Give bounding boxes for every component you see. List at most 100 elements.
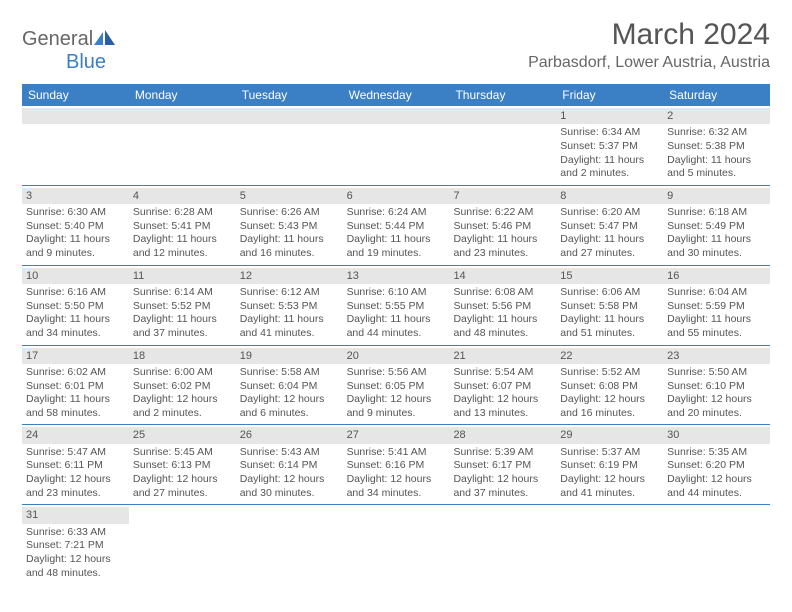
day-number: 12	[236, 268, 343, 284]
day-number: 31	[22, 507, 129, 523]
sunset-text: Sunset: 6:01 PM	[26, 380, 125, 394]
daylight-text: Daylight: 12 hours and 48 minutes.	[26, 553, 125, 580]
daylight-text: Daylight: 12 hours and 9 minutes.	[347, 393, 446, 420]
day-number: 29	[556, 427, 663, 443]
week-row: 17Sunrise: 6:02 AMSunset: 6:01 PMDayligh…	[22, 346, 770, 426]
daylight-text: Daylight: 12 hours and 13 minutes.	[453, 393, 552, 420]
calendar-cell: 19Sunrise: 5:58 AMSunset: 6:04 PMDayligh…	[236, 346, 343, 425]
day-number: 11	[129, 268, 236, 284]
sunset-text: Sunset: 6:20 PM	[667, 459, 766, 473]
daylight-text: Daylight: 11 hours and 23 minutes.	[453, 233, 552, 260]
sunset-text: Sunset: 5:37 PM	[560, 140, 659, 154]
calendar-cell-empty	[236, 505, 343, 584]
day-number: 5	[236, 188, 343, 204]
daylight-text: Daylight: 11 hours and 58 minutes.	[26, 393, 125, 420]
calendar-cell: 20Sunrise: 5:56 AMSunset: 6:05 PMDayligh…	[343, 346, 450, 425]
day-header-sunday: Sunday	[22, 84, 129, 106]
sunrise-text: Sunrise: 6:32 AM	[667, 126, 766, 140]
calendar-cell-empty	[343, 505, 450, 584]
sunset-text: Sunset: 5:52 PM	[133, 300, 232, 314]
sunrise-text: Sunrise: 6:08 AM	[453, 286, 552, 300]
day-number: 3	[22, 188, 129, 204]
calendar-cell: 15Sunrise: 6:06 AMSunset: 5:58 PMDayligh…	[556, 266, 663, 345]
day-number: 4	[129, 188, 236, 204]
day-header-monday: Monday	[129, 84, 236, 106]
calendar-cell: 10Sunrise: 6:16 AMSunset: 5:50 PMDayligh…	[22, 266, 129, 345]
sunset-text: Sunset: 6:05 PM	[347, 380, 446, 394]
sunset-text: Sunset: 5:56 PM	[453, 300, 552, 314]
day-number: 6	[343, 188, 450, 204]
sunset-text: Sunset: 6:17 PM	[453, 459, 552, 473]
day-number: 8	[556, 188, 663, 204]
calendar-cell: 22Sunrise: 5:52 AMSunset: 6:08 PMDayligh…	[556, 346, 663, 425]
day-number: 14	[449, 268, 556, 284]
calendar-cell-empty	[129, 505, 236, 584]
day-number: 9	[663, 188, 770, 204]
day-number: 26	[236, 427, 343, 443]
sunrise-text: Sunrise: 6:18 AM	[667, 206, 766, 220]
week-row: 24Sunrise: 5:47 AMSunset: 6:11 PMDayligh…	[22, 425, 770, 505]
day-number: 30	[663, 427, 770, 443]
sunrise-text: Sunrise: 6:24 AM	[347, 206, 446, 220]
sunrise-text: Sunrise: 6:00 AM	[133, 366, 232, 380]
calendar-cell: 18Sunrise: 6:00 AMSunset: 6:02 PMDayligh…	[129, 346, 236, 425]
sunset-text: Sunset: 5:41 PM	[133, 220, 232, 234]
sunrise-text: Sunrise: 5:54 AM	[453, 366, 552, 380]
sunset-text: Sunset: 6:07 PM	[453, 380, 552, 394]
sunrise-text: Sunrise: 6:33 AM	[26, 526, 125, 540]
calendar-cell: 2Sunrise: 6:32 AMSunset: 5:38 PMDaylight…	[663, 106, 770, 185]
sunset-text: Sunset: 6:14 PM	[240, 459, 339, 473]
calendar-cell: 23Sunrise: 5:50 AMSunset: 6:10 PMDayligh…	[663, 346, 770, 425]
calendar-cell: 16Sunrise: 6:04 AMSunset: 5:59 PMDayligh…	[663, 266, 770, 345]
day-number: 22	[556, 348, 663, 364]
sunset-text: Sunset: 6:19 PM	[560, 459, 659, 473]
month-title: March 2024	[528, 18, 770, 52]
calendar-cell-empty	[22, 106, 129, 185]
sunset-text: Sunset: 5:46 PM	[453, 220, 552, 234]
calendar-cell: 24Sunrise: 5:47 AMSunset: 6:11 PMDayligh…	[22, 425, 129, 504]
daylight-text: Daylight: 11 hours and 41 minutes.	[240, 313, 339, 340]
sunrise-text: Sunrise: 6:06 AM	[560, 286, 659, 300]
sunset-text: Sunset: 6:08 PM	[560, 380, 659, 394]
sunrise-text: Sunrise: 5:47 AM	[26, 446, 125, 460]
daylight-text: Daylight: 11 hours and 30 minutes.	[667, 233, 766, 260]
week-row: 10Sunrise: 6:16 AMSunset: 5:50 PMDayligh…	[22, 266, 770, 346]
day-number	[556, 507, 663, 523]
daylight-text: Daylight: 12 hours and 44 minutes.	[667, 473, 766, 500]
calendar-cell-empty	[663, 505, 770, 584]
sunset-text: Sunset: 5:55 PM	[347, 300, 446, 314]
sunset-text: Sunset: 5:59 PM	[667, 300, 766, 314]
day-number: 13	[343, 268, 450, 284]
daylight-text: Daylight: 12 hours and 30 minutes.	[240, 473, 339, 500]
sunset-text: Sunset: 5:43 PM	[240, 220, 339, 234]
sunrise-text: Sunrise: 6:26 AM	[240, 206, 339, 220]
sunrise-text: Sunrise: 6:34 AM	[560, 126, 659, 140]
daylight-text: Daylight: 11 hours and 2 minutes.	[560, 154, 659, 181]
day-number	[22, 108, 129, 124]
daylight-text: Daylight: 12 hours and 23 minutes.	[26, 473, 125, 500]
daylight-text: Daylight: 12 hours and 20 minutes.	[667, 393, 766, 420]
calendar-cell: 31 Sunrise: 6:33 AMSunset: 7:21 PMDayligh…	[22, 505, 129, 584]
calendar-cell: 8Sunrise: 6:20 AMSunset: 5:47 PMDaylight…	[556, 186, 663, 265]
calendar-cell: 26Sunrise: 5:43 AMSunset: 6:14 PMDayligh…	[236, 425, 343, 504]
sunset-text: Sunset: 7:21 PM	[26, 539, 125, 553]
daylight-text: Daylight: 11 hours and 55 minutes.	[667, 313, 766, 340]
sunrise-text: Sunrise: 6:14 AM	[133, 286, 232, 300]
sunset-text: Sunset: 6:13 PM	[133, 459, 232, 473]
logo-text: GeneralBlue	[22, 28, 115, 74]
daylight-text: Daylight: 11 hours and 5 minutes.	[667, 154, 766, 181]
calendar-cell: 3Sunrise: 6:30 AMSunset: 5:40 PMDaylight…	[22, 186, 129, 265]
day-number: 16	[663, 268, 770, 284]
day-number: 25	[129, 427, 236, 443]
daylight-text: Daylight: 12 hours and 34 minutes.	[347, 473, 446, 500]
sunrise-text: Sunrise: 6:12 AM	[240, 286, 339, 300]
day-number: 2	[663, 108, 770, 124]
calendar-cell: 13Sunrise: 6:10 AMSunset: 5:55 PMDayligh…	[343, 266, 450, 345]
sunrise-text: Sunrise: 5:58 AM	[240, 366, 339, 380]
header-right: March 2024 Parbasdorf, Lower Austria, Au…	[528, 18, 770, 72]
day-number	[129, 108, 236, 124]
day-number: 23	[663, 348, 770, 364]
day-header-saturday: Saturday	[663, 84, 770, 106]
day-number: 20	[343, 348, 450, 364]
daylight-text: Daylight: 11 hours and 27 minutes.	[560, 233, 659, 260]
